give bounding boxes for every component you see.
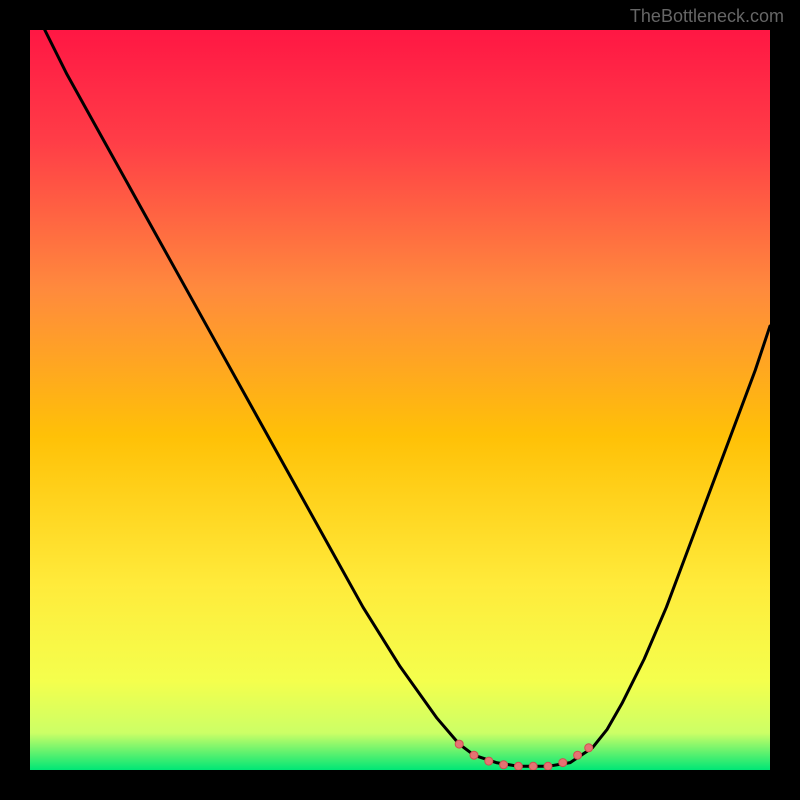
marker-point (455, 740, 463, 748)
marker-point (470, 751, 478, 759)
marker-point (529, 762, 537, 770)
bottleneck-curve (45, 30, 770, 766)
marker-point (485, 757, 493, 765)
marker-point (574, 751, 582, 759)
marker-point (544, 762, 552, 770)
marker-point (585, 744, 593, 752)
watermark-text: TheBottleneck.com (630, 6, 784, 27)
plot-area (30, 30, 770, 770)
marker-point (500, 761, 508, 769)
curve-layer (30, 30, 770, 770)
marker-point (559, 759, 567, 767)
marker-point (514, 762, 522, 770)
